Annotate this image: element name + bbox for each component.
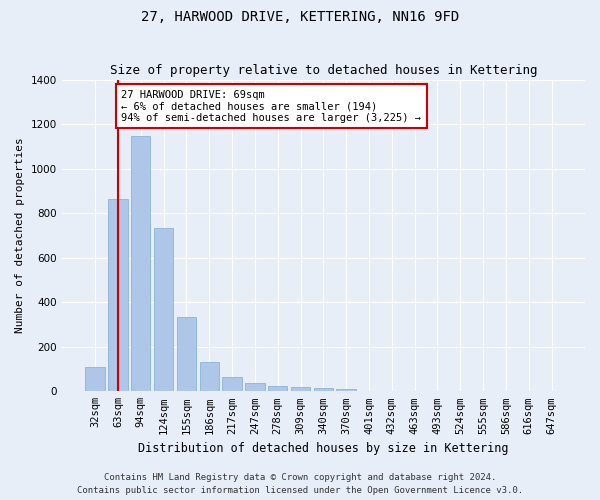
Bar — [314, 388, 333, 392]
Bar — [291, 388, 310, 392]
Bar — [245, 383, 265, 392]
Bar — [200, 362, 219, 392]
Y-axis label: Number of detached properties: Number of detached properties — [15, 138, 25, 334]
Bar — [337, 389, 356, 392]
Bar — [108, 198, 128, 392]
X-axis label: Distribution of detached houses by size in Kettering: Distribution of detached houses by size … — [138, 442, 509, 455]
Title: Size of property relative to detached houses in Kettering: Size of property relative to detached ho… — [110, 64, 537, 77]
Bar — [131, 136, 151, 392]
Text: 27 HARWOOD DRIVE: 69sqm
← 6% of detached houses are smaller (194)
94% of semi-de: 27 HARWOOD DRIVE: 69sqm ← 6% of detached… — [121, 90, 421, 123]
Text: Contains HM Land Registry data © Crown copyright and database right 2024.
Contai: Contains HM Land Registry data © Crown c… — [77, 474, 523, 495]
Bar — [85, 367, 105, 392]
Bar — [177, 316, 196, 392]
Bar — [223, 377, 242, 392]
Text: 27, HARWOOD DRIVE, KETTERING, NN16 9FD: 27, HARWOOD DRIVE, KETTERING, NN16 9FD — [141, 10, 459, 24]
Bar — [268, 386, 287, 392]
Bar — [154, 228, 173, 392]
